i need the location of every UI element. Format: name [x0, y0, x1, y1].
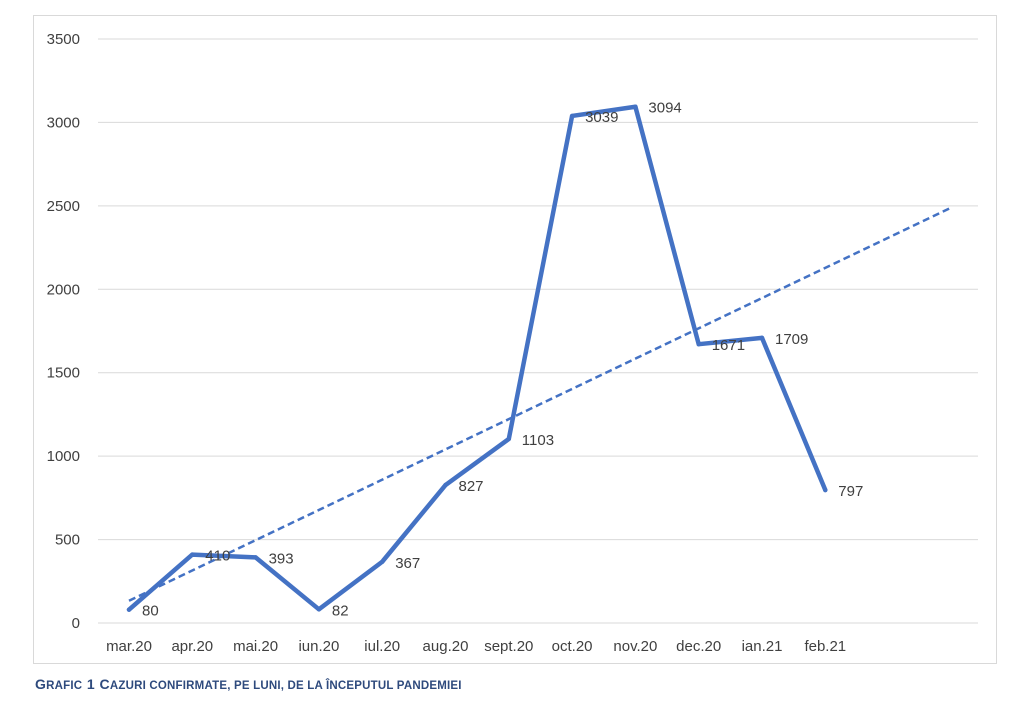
data-point [633, 104, 638, 109]
chart-caption: GRAFIC 1 CAZURI CONFIRMATE, PE LUNI, DE … [35, 676, 462, 694]
x-tick-label: iun.20 [298, 638, 339, 655]
x-tick-label: oct.20 [552, 638, 593, 655]
data-label: 827 [459, 478, 484, 495]
x-tick-label: ian.21 [742, 638, 783, 655]
y-tick-label: 500 [55, 532, 80, 549]
caption-prefix-rest: RAFIC [46, 680, 83, 692]
x-tick-label: dec.20 [676, 638, 721, 655]
x-tick-label: feb.21 [804, 638, 846, 655]
data-point [253, 555, 258, 560]
data-label: 393 [269, 550, 294, 567]
caption-title-rest: AZURI CONFIRMATE, PE LUNI, DE LA ÎNCEPUT… [109, 680, 462, 692]
data-label: 3039 [585, 109, 618, 126]
x-tick-label: iul.20 [364, 638, 400, 655]
data-point [823, 487, 828, 493]
data-point [316, 607, 322, 612]
y-tick-label: 2000 [47, 281, 80, 298]
data-point [506, 436, 511, 442]
y-tick-label: 1000 [47, 448, 80, 465]
y-tick-label: 0 [72, 615, 80, 632]
x-tick-label: sept.20 [484, 638, 533, 655]
trendline [128, 206, 953, 602]
data-point [190, 552, 195, 557]
data-label: 1103 [522, 432, 554, 449]
caption-prefix-initial: G [35, 676, 47, 692]
x-tick-label: mar.20 [106, 638, 152, 655]
data-label: 80 [142, 603, 159, 620]
data-point [380, 559, 385, 564]
series-line [126, 104, 828, 612]
caption-title-initial: C [99, 676, 110, 692]
data-point [569, 113, 575, 119]
x-tick-label: nov.20 [613, 638, 657, 655]
data-point [696, 341, 701, 347]
data-label: 3094 [648, 100, 681, 117]
data-point [759, 335, 765, 341]
x-tick-label: aug.20 [423, 638, 469, 655]
y-tick-label: 3000 [47, 114, 80, 131]
data-label: 797 [838, 483, 863, 500]
data-label: 1709 [775, 331, 808, 348]
caption-number: 1 [86, 676, 95, 692]
data-label: 82 [332, 602, 349, 619]
data-point [443, 482, 448, 488]
line-chart: 0 500 1000 1500 2000 2500 3000 3500 mar.20 apr.20… [47, 31, 978, 655]
data-label: 1671 [712, 337, 745, 354]
data-label: 410 [205, 548, 230, 565]
x-tick-label: mai.20 [233, 638, 278, 655]
y-tick-label: 2500 [47, 198, 80, 215]
y-tick-label: 1500 [47, 365, 80, 382]
y-tick-label: 3500 [47, 31, 80, 48]
data-label: 367 [395, 555, 420, 572]
x-tick-label: apr.20 [171, 638, 213, 655]
data-point [126, 607, 132, 612]
